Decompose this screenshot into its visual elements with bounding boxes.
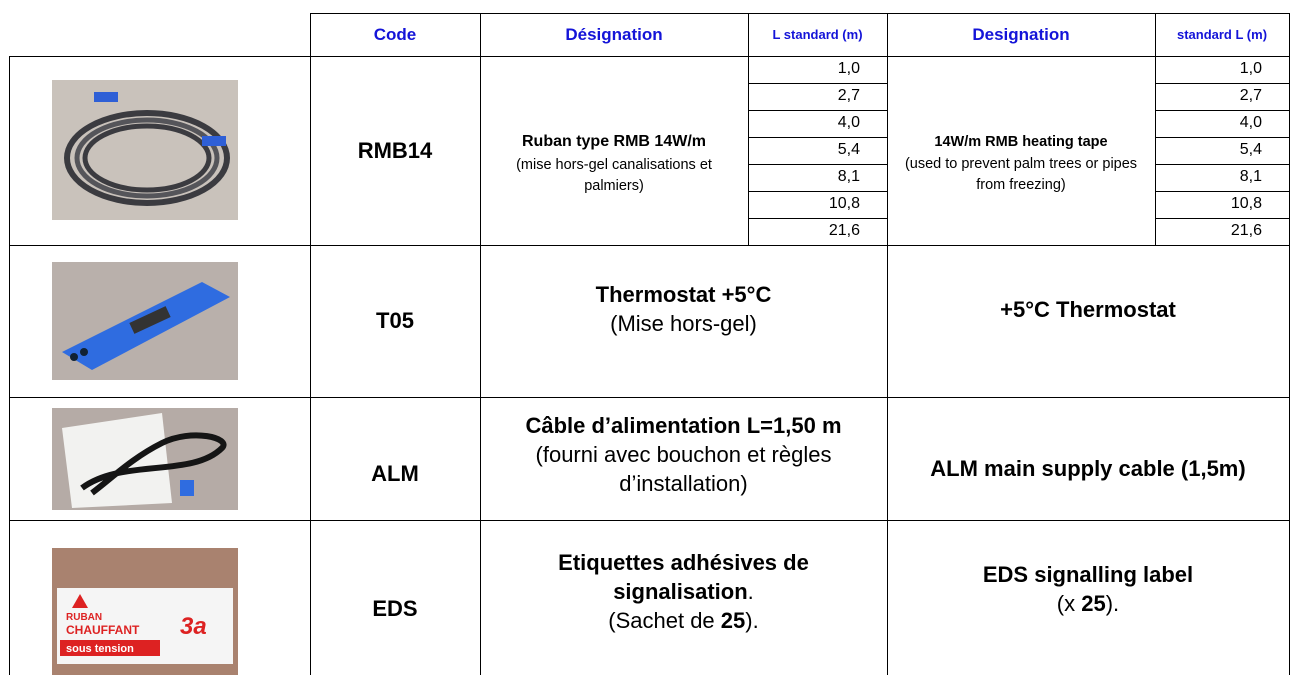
- length: 21,6: [1155, 222, 1262, 240]
- label-text: CHAUFFANT: [66, 623, 140, 637]
- code: T05: [310, 245, 480, 397]
- code: EDS: [310, 520, 480, 675]
- note-start: (x: [1057, 591, 1081, 616]
- rule: [1155, 110, 1289, 111]
- header-designation-fr: Désignation: [480, 13, 748, 56]
- label-brand: 3a: [180, 613, 207, 640]
- rule: [1155, 83, 1289, 84]
- header-code: Code: [310, 13, 480, 56]
- photo-cable: [52, 408, 238, 510]
- length: 8,1: [748, 168, 860, 186]
- title: 14W/m RMB heating tape: [934, 134, 1107, 150]
- rule: [1155, 164, 1289, 165]
- photo-label: RUBAN CHAUFFANT 3a sous tension: [52, 548, 238, 675]
- title: Thermostat +5°C: [596, 280, 772, 309]
- note-end: ).: [1106, 591, 1119, 616]
- header-length-en: standard L (m): [1155, 13, 1289, 56]
- rule: [748, 110, 887, 111]
- header-designation-en: Designation: [887, 13, 1155, 56]
- rule: [748, 83, 887, 84]
- note-end: ).: [745, 608, 758, 633]
- length: 2,7: [1155, 87, 1262, 105]
- title-end: .: [748, 579, 754, 604]
- length: 10,8: [1155, 195, 1262, 213]
- note: (Mise hors-gel): [610, 309, 757, 338]
- designation-fr: Câble d’alimentation L=1,50 m (fourni av…: [480, 397, 887, 520]
- length: 4,0: [748, 114, 860, 132]
- title: Câble d’alimentation L=1,50 m: [525, 411, 841, 440]
- code: RMB14: [310, 56, 480, 245]
- photo-thermostat: [52, 262, 238, 380]
- note-count: 25: [721, 608, 745, 633]
- note: (mise hors-gel canalisations et palmiers…: [504, 155, 724, 197]
- length: 1,0: [748, 60, 860, 78]
- rule: [9, 56, 10, 675]
- photo-tape: [52, 80, 238, 220]
- note: (used to prevent palm trees or pipes fro…: [890, 154, 1152, 196]
- note-start: (Sachet de: [608, 608, 721, 633]
- length: 2,7: [748, 87, 860, 105]
- header-length-fr: L standard (m): [748, 13, 887, 56]
- designation-fr: Etiquettes adhésives de signalisation. (…: [480, 520, 887, 675]
- code: ALM: [310, 397, 480, 520]
- title: Etiquettes adhésives de signalisation: [558, 550, 809, 604]
- rule: [1155, 191, 1289, 192]
- note: (fourni avec bouchon et règles d’install…: [494, 440, 874, 498]
- length: 21,6: [748, 222, 860, 240]
- designation-en: +5°C Thermostat: [887, 245, 1289, 397]
- rule: [748, 218, 887, 219]
- label-text: sous tension: [66, 643, 134, 655]
- designation-en: EDS signalling label (x 25).: [887, 520, 1289, 675]
- rule: [748, 191, 887, 192]
- rule: [748, 137, 887, 138]
- length: 5,4: [748, 141, 860, 159]
- length: 4,0: [1155, 114, 1262, 132]
- length: 8,1: [1155, 168, 1262, 186]
- label-text: RUBAN: [66, 612, 102, 623]
- length: 5,4: [1155, 141, 1262, 159]
- title: EDS signalling label: [983, 560, 1193, 589]
- designation-fr: Thermostat +5°C (Mise hors-gel): [480, 245, 887, 397]
- designation-en: ALM main supply cable (1,5m): [887, 397, 1289, 520]
- length: 10,8: [748, 195, 860, 213]
- designation-en: 14W/m RMB heating tape (used to prevent …: [887, 56, 1155, 245]
- rule: [748, 164, 887, 165]
- note-count: 25: [1081, 591, 1105, 616]
- page: Code Désignation L standard (m) Designat…: [0, 0, 1290, 675]
- rule: [1155, 137, 1289, 138]
- designation-fr: Ruban type RMB 14W/m (mise hors-gel cana…: [480, 56, 748, 245]
- rule: [1155, 218, 1289, 219]
- title: Ruban type RMB 14W/m: [522, 133, 706, 151]
- title: ALM main supply cable (1,5m): [928, 454, 1248, 483]
- length: 1,0: [1155, 60, 1262, 78]
